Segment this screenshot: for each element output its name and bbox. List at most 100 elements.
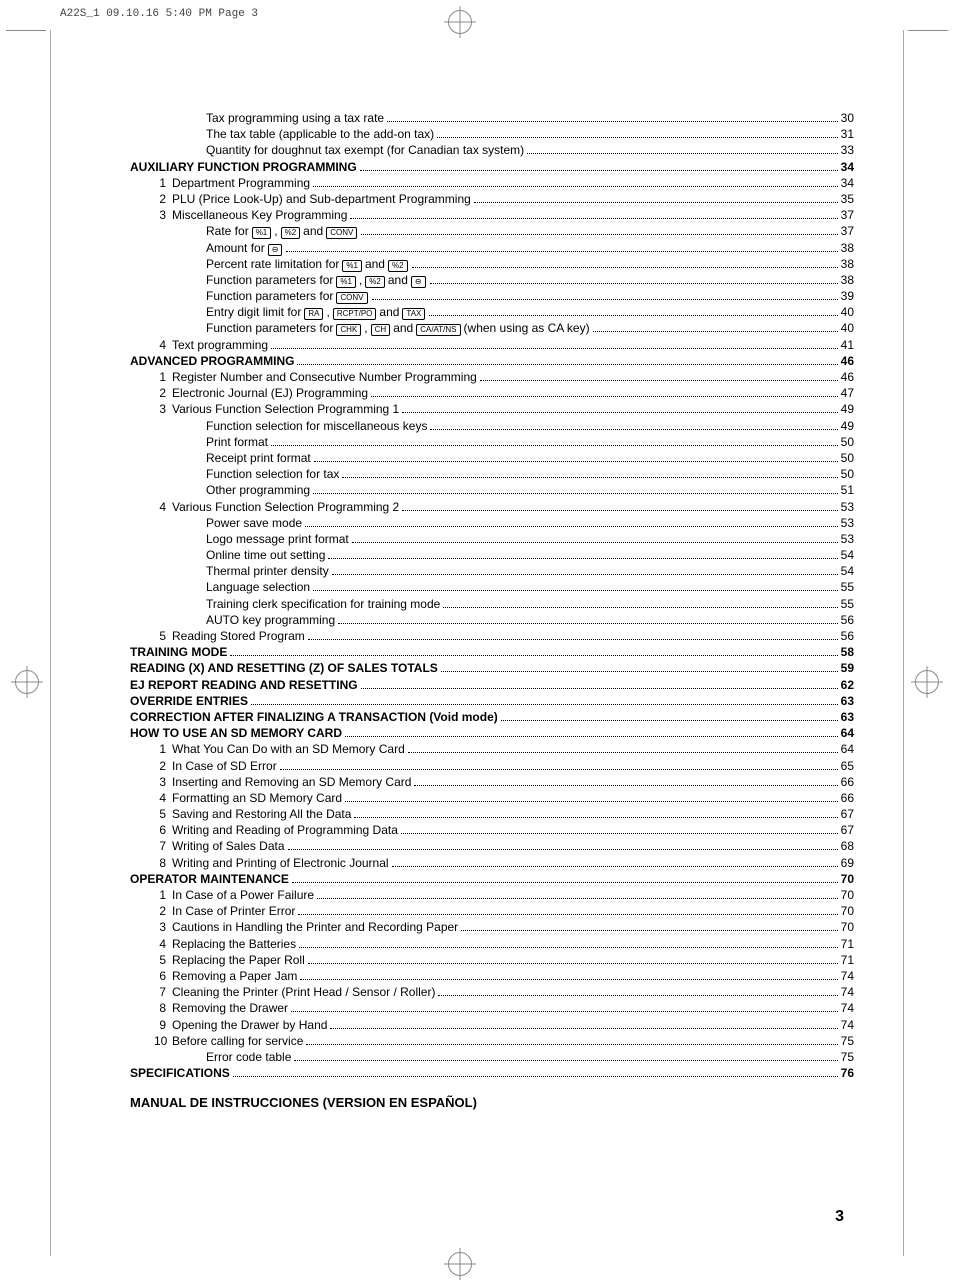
toc-row: Percent rate limitation for %1 and %238 <box>130 256 854 272</box>
toc-row: 9Opening the Drawer by Hand74 <box>130 1017 854 1033</box>
toc-page: 49 <box>841 418 854 434</box>
toc-row: CORRECTION AFTER FINALIZING A TRANSACTIO… <box>130 709 854 725</box>
toc-title: ADVANCED PROGRAMMING <box>130 353 294 369</box>
toc-title: Receipt print format <box>206 450 311 466</box>
toc-title: Error code table <box>206 1049 291 1065</box>
toc-page: 41 <box>841 337 854 353</box>
registration-mark <box>15 670 39 694</box>
toc-leader-dots <box>350 218 837 219</box>
toc-title: Text programming <box>172 337 268 353</box>
toc-title: Electronic Journal (EJ) Programming <box>172 385 368 401</box>
toc-leader-dots <box>401 833 838 834</box>
toc-page: 53 <box>841 499 854 515</box>
toc-page: 64 <box>841 725 854 741</box>
toc-row: Function selection for miscellaneous key… <box>130 418 854 434</box>
toc-row: EJ REPORT READING AND RESETTING62 <box>130 677 854 693</box>
toc-row: Print format50 <box>130 434 854 450</box>
keycap-minus: ⊖ <box>411 276 426 288</box>
toc-number: 1 <box>154 369 172 385</box>
toc-page: 67 <box>841 806 854 822</box>
toc-page: 63 <box>841 709 854 725</box>
toc-number: 4 <box>154 337 172 353</box>
toc-page: 34 <box>841 175 854 191</box>
toc-row: 4Text programming 41 <box>130 337 854 353</box>
toc-number: 9 <box>154 1017 172 1033</box>
toc-leader-dots <box>480 380 838 381</box>
toc-page: 37 <box>841 223 854 239</box>
toc-number: 8 <box>154 855 172 871</box>
toc-leader-dots <box>308 639 838 640</box>
toc-title: AUXILIARY FUNCTION PROGRAMMING <box>130 159 357 175</box>
toc-page: 31 <box>841 126 854 142</box>
toc-leader-dots <box>438 995 837 996</box>
toc-row: Amount for ⊖38 <box>130 240 854 256</box>
toc-row: Thermal printer density54 <box>130 563 854 579</box>
toc-title: Online time out setting <box>206 547 325 563</box>
toc-page: 53 <box>841 515 854 531</box>
toc-title: Print format <box>206 434 268 450</box>
toc-leader-dots <box>271 445 838 446</box>
toc-page: 62 <box>841 677 854 693</box>
toc-leader-dots <box>408 752 838 753</box>
toc-row: SPECIFICATIONS76 <box>130 1065 854 1081</box>
toc-row: Function selection for tax50 <box>130 466 854 482</box>
toc-page: 56 <box>841 628 854 644</box>
toc-number: 1 <box>154 741 172 757</box>
toc-title: Power save mode <box>206 515 302 531</box>
keycap-conv: CONV <box>336 292 367 304</box>
toc-number: 6 <box>154 968 172 984</box>
toc-row: The tax table (applicable to the add-on … <box>130 126 854 142</box>
toc-leader-dots <box>271 348 838 349</box>
toc-page: 55 <box>841 579 854 595</box>
toc-title: Training clerk specification for trainin… <box>206 596 440 612</box>
toc-row: READING (X) AND RESETTING (Z) OF SALES T… <box>130 660 854 676</box>
registration-mark <box>915 670 939 694</box>
toc-page: 38 <box>841 272 854 288</box>
keycap-pct1: %1 <box>336 276 356 288</box>
toc-leader-dots <box>300 979 837 980</box>
toc-title: SPECIFICATIONS <box>130 1065 230 1081</box>
toc-title: Removing the Drawer <box>172 1000 288 1016</box>
toc-page: 37 <box>841 207 854 223</box>
toc-title: Tax programming using a tax rate <box>206 110 384 126</box>
registration-mark <box>448 1252 472 1276</box>
toc-page: 54 <box>841 563 854 579</box>
toc-number: 7 <box>154 984 172 1000</box>
toc-page: 74 <box>841 1000 854 1016</box>
toc-title: Before calling for service <box>172 1033 303 1049</box>
toc-leader-dots <box>297 364 837 365</box>
toc-number: 7 <box>154 838 172 854</box>
toc-title: The tax table (applicable to the add-on … <box>206 126 434 142</box>
toc-title: Miscellaneous Key Programming <box>172 207 347 223</box>
toc-row: 2PLU (Price Look-Up) and Sub-department … <box>130 191 854 207</box>
toc-title: Cautions in Handling the Printer and Rec… <box>172 919 458 935</box>
toc-title: Other programming <box>206 482 310 498</box>
keycap-pct2: %2 <box>281 227 301 239</box>
toc-leader-dots <box>443 607 837 608</box>
toc-title: Replacing the Batteries <box>172 936 296 952</box>
toc-title: Cleaning the Printer (Print Head / Senso… <box>172 984 435 1000</box>
keycap-rcptpo: RCPT/PO <box>333 308 377 320</box>
toc-leader-dots <box>286 251 837 252</box>
toc-title: OVERRIDE ENTRIES <box>130 693 248 709</box>
toc-leader-dots <box>429 315 837 316</box>
toc-title: Entry digit limit for RA, RCPT/PO and TA… <box>206 304 426 320</box>
toc-row: Logo message print format53 <box>130 531 854 547</box>
toc-title: Writing and Reading of Programming Data <box>172 822 398 838</box>
toc-row: Function parameters for CHK, CH and CA/A… <box>130 320 854 336</box>
toc-title: Replacing the Paper Roll <box>172 952 305 968</box>
toc-title: Removing a Paper Jam <box>172 968 297 984</box>
toc-page: 75 <box>841 1049 854 1065</box>
keycap-minus: ⊖ <box>268 244 283 256</box>
toc-page: 70 <box>841 919 854 935</box>
toc-row: AUXILIARY FUNCTION PROGRAMMING34 <box>130 159 854 175</box>
toc-page: 74 <box>841 984 854 1000</box>
toc-number: 2 <box>154 191 172 207</box>
toc-number: 4 <box>154 936 172 952</box>
toc-title: Function selection for miscellaneous key… <box>206 418 427 434</box>
toc-row: 1Department Programming34 <box>130 175 854 191</box>
toc-leader-dots <box>402 412 837 413</box>
toc-leader-dots <box>437 137 838 138</box>
toc-title: In Case of a Power Failure <box>172 887 314 903</box>
toc-leader-dots <box>294 1060 837 1061</box>
